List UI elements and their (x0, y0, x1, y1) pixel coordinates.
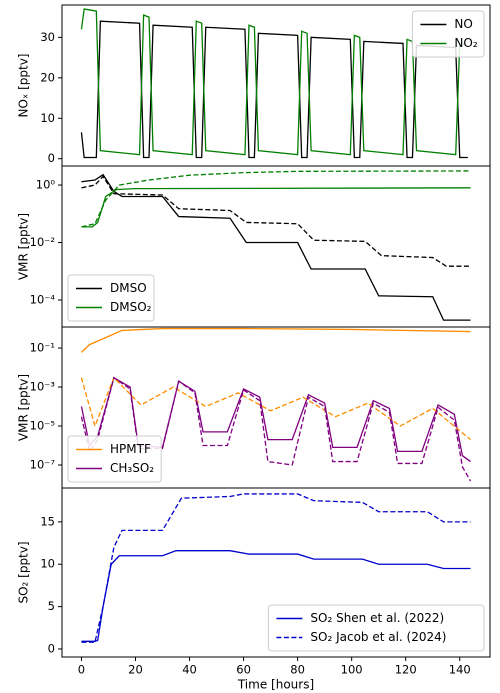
y-tick-label: 30 (40, 30, 55, 44)
legend: DMSO DMSO₂ (67, 274, 155, 322)
legend-label: DMSO₂ (110, 300, 152, 314)
series-line (80, 376, 472, 482)
legend-label: CH₃SO₂ (110, 461, 154, 475)
y-tick-label: 5 (48, 599, 55, 613)
legend-label: SO₂ Shen et al. (2022) (310, 611, 444, 625)
y-tick-label: 10 (40, 557, 55, 571)
y-tick-label: 15 (40, 514, 55, 528)
legend-box (67, 435, 162, 483)
legend: NO NO₂ (411, 10, 485, 58)
series-line (81, 187, 471, 228)
x-tick-label: 20 (128, 663, 143, 677)
x-tick-label: 80 (290, 663, 305, 677)
legend-label: SO₂ Jacob et al. (2024) (310, 630, 446, 644)
series-line (81, 170, 471, 228)
series-line (81, 175, 471, 267)
legend-box (411, 10, 485, 58)
legend: SO₂ Shen et al. (2022) SO₂ Jacob et al. (… (267, 604, 485, 652)
series-line (81, 173, 471, 321)
y-tick-label: 20 (40, 70, 55, 84)
y-axis-label: SO₂ [pptv] (17, 541, 31, 603)
series-line (80, 8, 468, 156)
series-line (80, 20, 468, 159)
x-tick-label: 140 (449, 663, 471, 677)
legend-label: NO₂ (454, 36, 477, 50)
y-tick-label: 10⁻³ (30, 380, 56, 394)
x-tick-label: 0 (78, 663, 85, 677)
x-tick-label: 60 (236, 663, 251, 677)
legend-box (267, 604, 485, 652)
y-axis-label: NOₓ [pptv] (17, 54, 31, 118)
legend-label: DMSO (110, 281, 147, 295)
y-tick-label: 10 (40, 111, 55, 125)
y-tick-label: 10⁰ (36, 178, 56, 192)
y-tick-label: 0 (48, 641, 55, 655)
x-axis-label: Time [hours] (237, 678, 314, 692)
y-tick-label: 10⁻² (30, 235, 55, 249)
y-tick-label: 10⁻¹ (30, 341, 55, 355)
legend-label: HPMTF (110, 442, 151, 456)
y-tick-label: 10⁻⁷ (30, 457, 56, 471)
y-axis-label: VMR [pptv] (17, 374, 31, 441)
legend-box (67, 274, 155, 322)
series-line (80, 376, 471, 441)
y-axis-label: VMR [pptv] (17, 213, 31, 280)
x-tick-label: 120 (395, 663, 417, 677)
y-tick-label: 10⁻⁵ (30, 419, 56, 433)
y-tick-label: 0 (48, 151, 55, 165)
legend-label: NO (454, 17, 472, 31)
x-tick-label: 40 (182, 663, 197, 677)
x-tick-label: 100 (341, 663, 363, 677)
series-line (81, 550, 471, 642)
axes-frame (61, 487, 491, 658)
legend: HPMTF CH₃SO₂ (67, 435, 162, 483)
y-tick-label: 10⁻⁴ (30, 293, 56, 307)
series-line (81, 327, 471, 353)
